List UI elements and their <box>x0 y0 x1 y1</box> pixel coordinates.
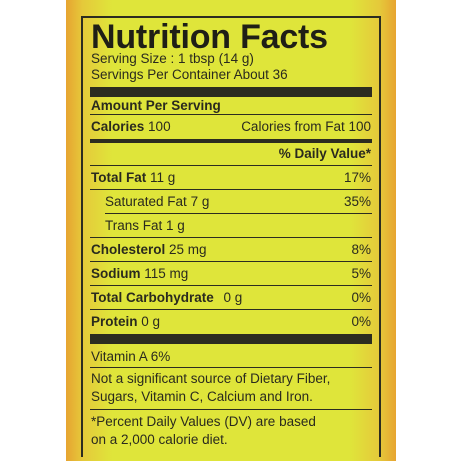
nutrient-row-saturated-fat: Saturated Fat 7 g <box>105 194 209 210</box>
nutrient-dv: 35% <box>344 194 371 210</box>
daily-value-header: % Daily Value* <box>279 146 371 162</box>
divider <box>90 237 372 238</box>
divider <box>90 114 372 115</box>
nutrient-row-total-carbohydrate: Total Carbohydrate 0 g <box>91 290 242 306</box>
divider <box>105 213 372 214</box>
divider <box>90 261 372 262</box>
nutrient-row-trans-fat: Trans Fat 1 g <box>105 218 185 234</box>
nutrient-dv: 17% <box>344 170 371 186</box>
calories-from-fat: Calories from Fat 100 <box>241 119 371 135</box>
nutrient-name: Total Fat <box>91 170 146 185</box>
nutrient-amount: 1 g <box>166 218 185 233</box>
nutrient-amount: 115 mg <box>144 266 188 281</box>
nutrient-amount: 11 g <box>150 170 175 185</box>
calories-label: Calories <box>91 119 144 134</box>
nutrient-amount: 0 g <box>141 314 160 329</box>
nutrient-name: Saturated Fat <box>105 194 187 209</box>
nutrient-dv: 8% <box>351 242 371 258</box>
nutrient-row-cholesterol: Cholesterol 25 mg <box>91 242 207 258</box>
amount-per-serving-heading: Amount Per Serving <box>91 98 221 114</box>
divider <box>90 367 372 368</box>
nutrition-facts-panel: Nutrition Facts Serving Size : 1 tbsp (1… <box>81 16 381 457</box>
nutrient-row-protein: Protein 0 g <box>91 314 160 330</box>
nutrient-amount: 25 mg <box>169 242 207 257</box>
divider <box>90 409 372 410</box>
note-line-1: Not a significant source of Dietary Fibe… <box>91 371 330 387</box>
nutrient-amount: 7 g <box>191 194 210 209</box>
calories-row: Calories 100 <box>91 119 171 135</box>
vitamin-a: Vitamin A 6% <box>91 349 170 365</box>
thick-divider <box>90 334 372 344</box>
serving-size: Serving Size : 1 tbsp (14 g) <box>91 51 254 67</box>
nutrient-amount: 0 g <box>224 290 243 305</box>
nutrient-name: Cholesterol <box>91 242 165 257</box>
note-line-2: Sugars, Vitamin C, Calcium and Iron. <box>91 389 313 405</box>
nutrient-name: Sodium <box>91 266 141 281</box>
nutrient-row-sodium: Sodium 115 mg <box>91 266 188 282</box>
nutrient-dv: 5% <box>351 266 371 282</box>
medium-divider <box>90 139 372 143</box>
calories-value: 100 <box>148 119 171 134</box>
divider <box>90 189 372 190</box>
divider <box>90 285 372 286</box>
divider <box>90 165 372 166</box>
thick-divider <box>90 87 372 97</box>
servings-per-container: Servings Per Container About 36 <box>91 67 288 83</box>
nutrient-dv: 0% <box>351 314 371 330</box>
nutrient-name: Protein <box>91 314 138 329</box>
nutrient-dv: 0% <box>351 290 371 306</box>
nutrient-name: Trans Fat <box>105 218 162 233</box>
nutrient-row-total-fat: Total Fat 11 g <box>91 170 175 186</box>
product-label-background: Nutrition Facts Serving Size : 1 tbsp (1… <box>66 0 396 461</box>
divider <box>90 309 372 310</box>
nutrient-name: Total Carbohydrate <box>91 290 214 305</box>
footnote-line-2: on a 2,000 calorie diet. <box>91 432 228 448</box>
footnote-line-1: *Percent Daily Values (DV) are based <box>91 414 316 430</box>
